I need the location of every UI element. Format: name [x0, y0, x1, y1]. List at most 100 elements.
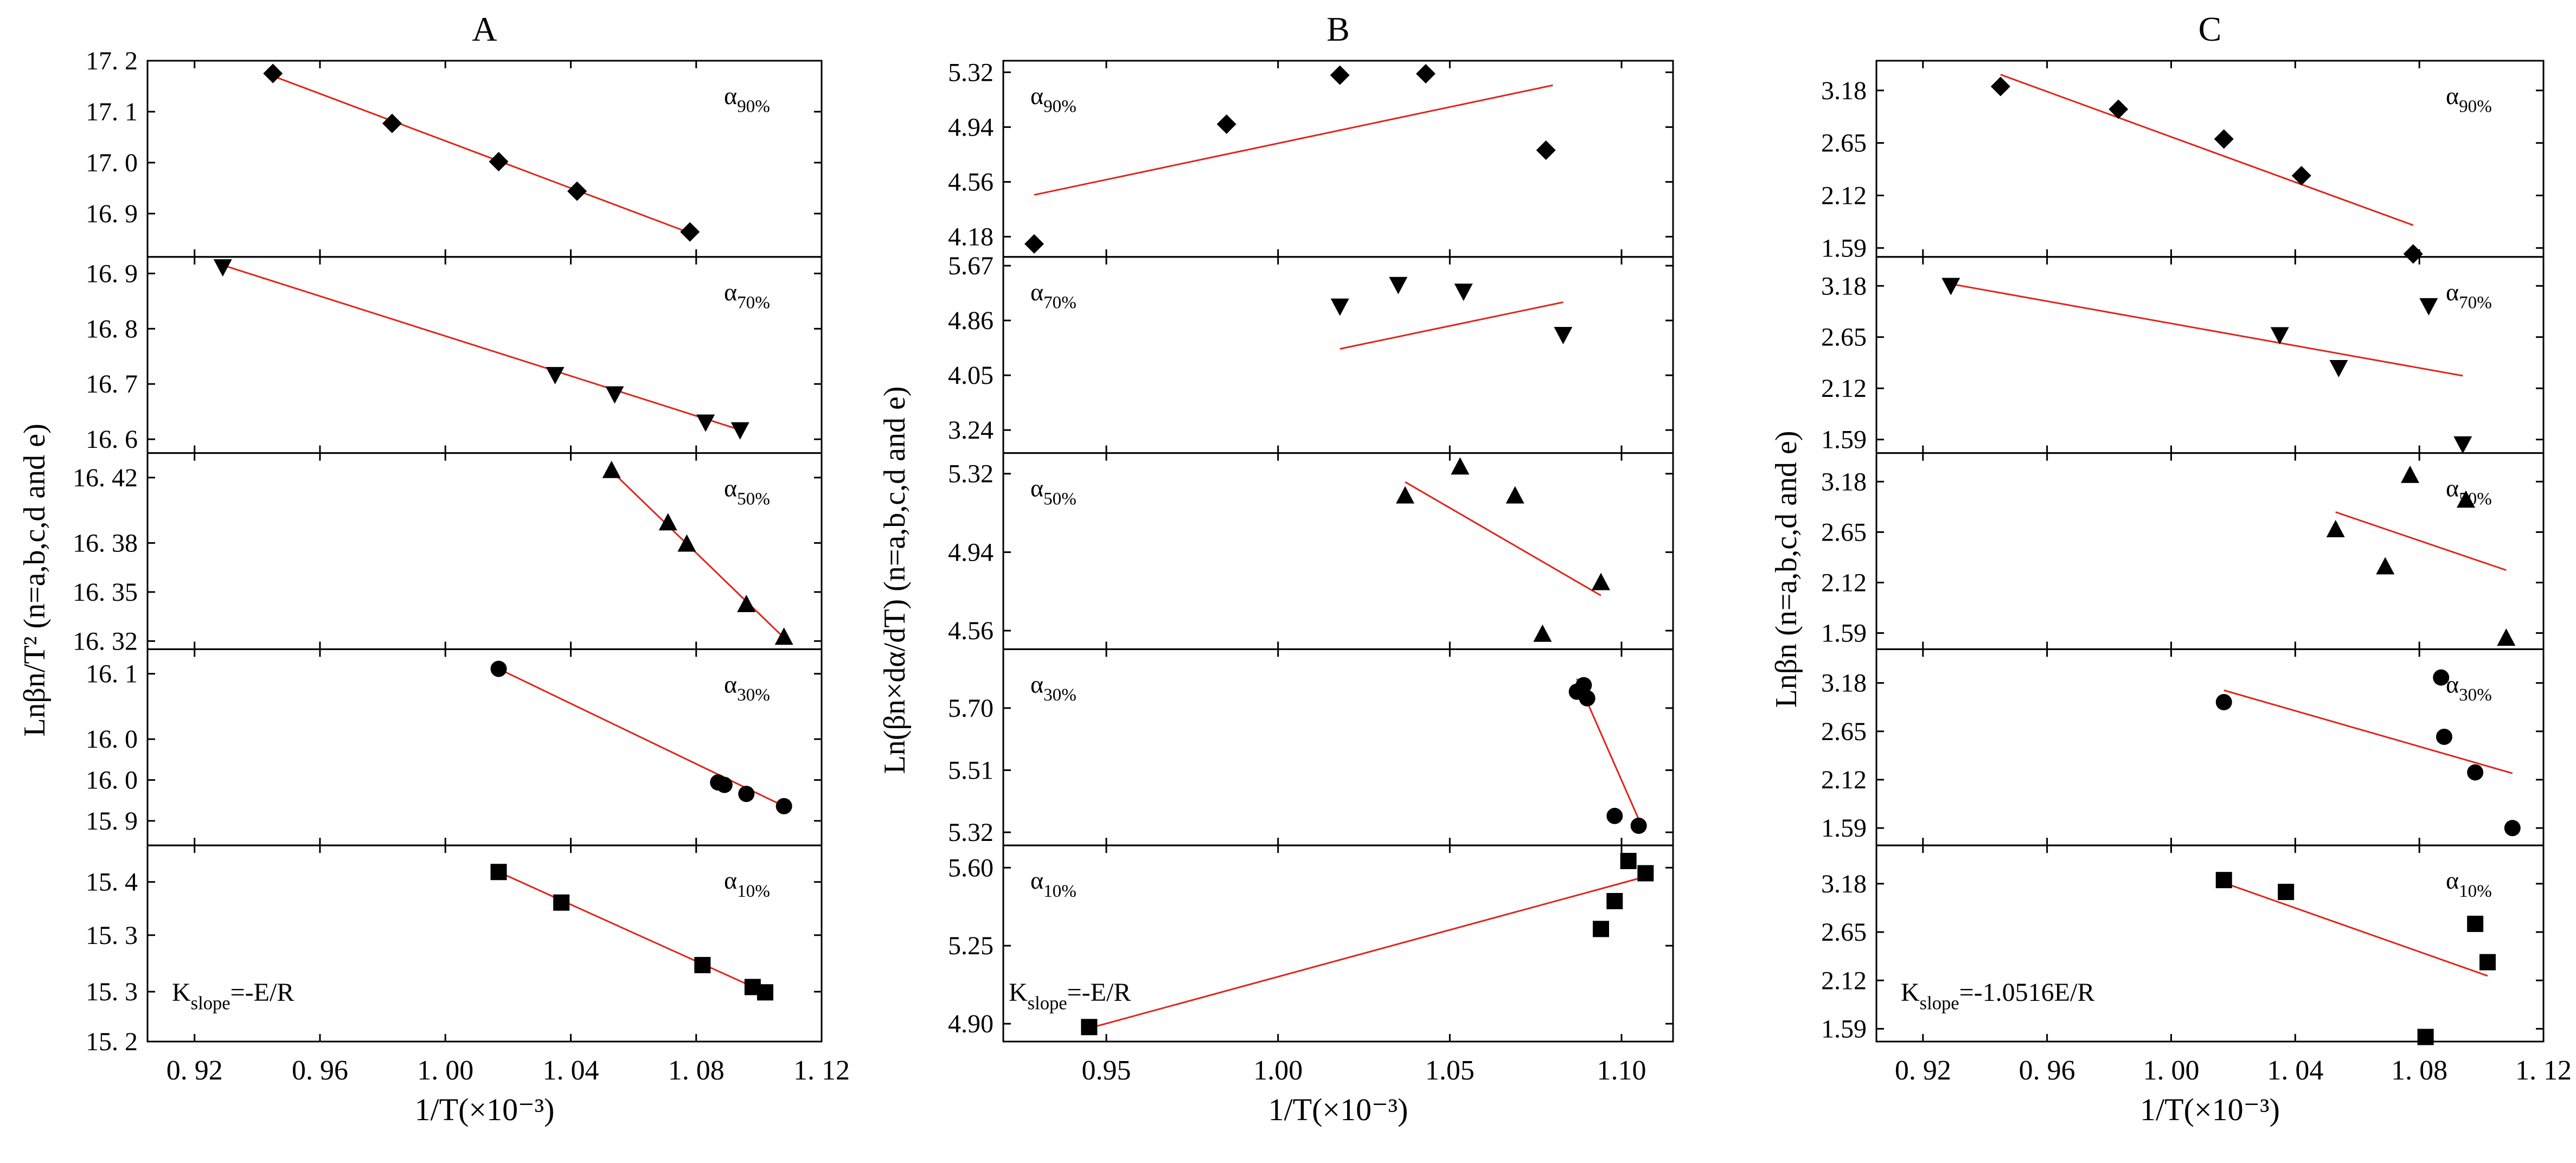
data-point — [2215, 694, 2232, 711]
y-tick-label: 16. 38 — [73, 529, 138, 557]
fit-line — [611, 470, 785, 639]
subplot-frame — [1002, 648, 1674, 846]
data-point — [213, 259, 232, 277]
y-tick-label: 5.25 — [948, 931, 994, 960]
subplot-90pct: 17. 2 17. 1 17. 0 16. 9 α90% — [86, 47, 823, 258]
alpha-label: α50% — [724, 474, 770, 509]
y-tick-label: 15. 3 — [86, 978, 138, 1006]
fit-line — [2000, 74, 2414, 226]
y-tick-label: 16. 32 — [73, 627, 138, 656]
subplot-frame — [146, 60, 823, 258]
data-point — [1620, 852, 1637, 869]
data-point — [2417, 1029, 2434, 1045]
y-tick-label: 4.86 — [948, 306, 994, 335]
data-point — [2215, 872, 2232, 889]
y-tick-label: 4.90 — [948, 1010, 994, 1038]
subplot-frame — [1002, 256, 1674, 454]
subplot-70pct: 16. 9 16. 8 16. 7 16. 6 α70% — [86, 256, 823, 454]
x-tick-label: 1. 00 — [417, 1055, 473, 1086]
subplot-frame — [146, 844, 823, 1043]
fit-line — [1951, 283, 2463, 377]
y-tick-label: 4.18 — [948, 223, 994, 252]
data-point — [716, 776, 733, 793]
data-point — [774, 627, 793, 645]
data-point — [490, 660, 507, 677]
y-tick-label: 2.12 — [1821, 182, 1867, 210]
y-tick-label: 16. 0 — [86, 725, 138, 754]
data-point — [2479, 954, 2496, 971]
y-tick-label: 16. 9 — [86, 259, 138, 288]
y-tick-label: 2.12 — [1821, 966, 1867, 995]
subplot-50pct: 16. 42 16. 38 16. 35 16. 32 α50% — [73, 452, 823, 656]
x-tick-label: 0. 96 — [2019, 1055, 2075, 1086]
x-tick-label: 1. 12 — [793, 1055, 850, 1086]
y-tick-label: 2.12 — [1821, 766, 1867, 794]
subplot-30pct: 3.18 2.65 2.12 1.59 α30% — [1821, 648, 2545, 846]
y-axis-label: Lnβn (n=a,b,c,d and e) — [1770, 431, 1803, 708]
subplot-30pct: 16. 1 16. 0 16. 0 15. 9 α30% — [86, 648, 823, 846]
data-point — [776, 798, 792, 814]
subplot-frame — [1002, 844, 1674, 1043]
subplot-10pct: 3.18 2.65 2.12 1.59 α10% — [1821, 844, 2545, 1045]
alpha-label: α30% — [2446, 670, 2492, 705]
y-tick-label: 3.24 — [948, 416, 994, 445]
data-point — [1536, 140, 1556, 160]
x-tick-label: 0.95 — [1082, 1055, 1131, 1086]
y-tick-label: 2.65 — [1821, 518, 1867, 547]
y-tick-label: 15. 2 — [86, 1027, 138, 1056]
data-point — [1533, 624, 1552, 642]
panel-title: B — [1327, 10, 1350, 48]
data-point — [2109, 99, 2129, 119]
y-tick-label: 3.18 — [1821, 870, 1867, 898]
k-slope-annotation: Kslope=-1.0516E/R — [1901, 978, 2094, 1013]
alpha-label: α70% — [1030, 278, 1076, 313]
data-point — [1593, 921, 1609, 937]
data-point — [2329, 359, 2348, 377]
data-point — [658, 513, 677, 531]
k-slope-annotation: Kslope=-E/R — [172, 978, 294, 1013]
alpha-label: α90% — [724, 82, 770, 117]
y-tick-label: 5.32 — [948, 460, 994, 489]
y-tick-label: 4.05 — [948, 361, 994, 390]
alpha-label: α50% — [2446, 474, 2492, 509]
subplot-90pct: 3.18 2.65 2.12 1.59 α90% — [1821, 60, 2545, 264]
y-tick-label: 16. 1 — [86, 660, 138, 689]
data-point — [757, 984, 773, 1001]
subplot-frame — [1875, 256, 2545, 454]
data-point — [2497, 628, 2516, 646]
y-tick-label: 5.70 — [948, 694, 994, 723]
y-tick-label: 2.12 — [1821, 568, 1867, 597]
y-tick-label: 1.59 — [1821, 426, 1867, 454]
data-point — [680, 222, 700, 242]
data-point — [1389, 277, 1408, 294]
y-tick-label: 16. 42 — [73, 464, 138, 492]
y-tick-label: 16. 0 — [86, 766, 138, 795]
data-point — [2376, 557, 2395, 575]
y-tick-label: 5.51 — [948, 756, 994, 785]
fit-line — [272, 75, 690, 234]
fit-line — [2223, 882, 2488, 977]
subplot-50pct: 5.32 4.94 4.56 α50% — [948, 452, 1674, 650]
x-tick-label: 1.10 — [1597, 1055, 1646, 1086]
data-point — [1330, 65, 1350, 85]
x-tick-label: 1. 12 — [2515, 1055, 2572, 1086]
data-point — [1606, 807, 1623, 824]
alpha-label: α90% — [2446, 82, 2492, 117]
x-axis-label: 1/T(×10⁻³) — [415, 1092, 555, 1127]
data-point — [1505, 486, 1524, 504]
subplot-frame — [1875, 844, 2545, 1043]
alpha-label: α70% — [724, 278, 770, 313]
x-tick-label: 1. 08 — [2391, 1055, 2447, 1086]
alpha-label: α90% — [1030, 82, 1076, 117]
data-point — [1454, 284, 1473, 301]
subplot-90pct: 5.32 4.94 4.56 4.18 α90% — [948, 58, 1674, 258]
y-tick-label: 4.56 — [948, 168, 994, 196]
y-tick-label: 1.59 — [1821, 814, 1867, 843]
data-point — [2504, 820, 2521, 837]
y-tick-label: 3.18 — [1821, 467, 1867, 496]
y-tick-label: 2.65 — [1821, 717, 1867, 746]
x-tick-label: 1.05 — [1425, 1055, 1475, 1086]
data-point — [1606, 892, 1623, 909]
y-tick-label: 4.94 — [948, 113, 994, 142]
